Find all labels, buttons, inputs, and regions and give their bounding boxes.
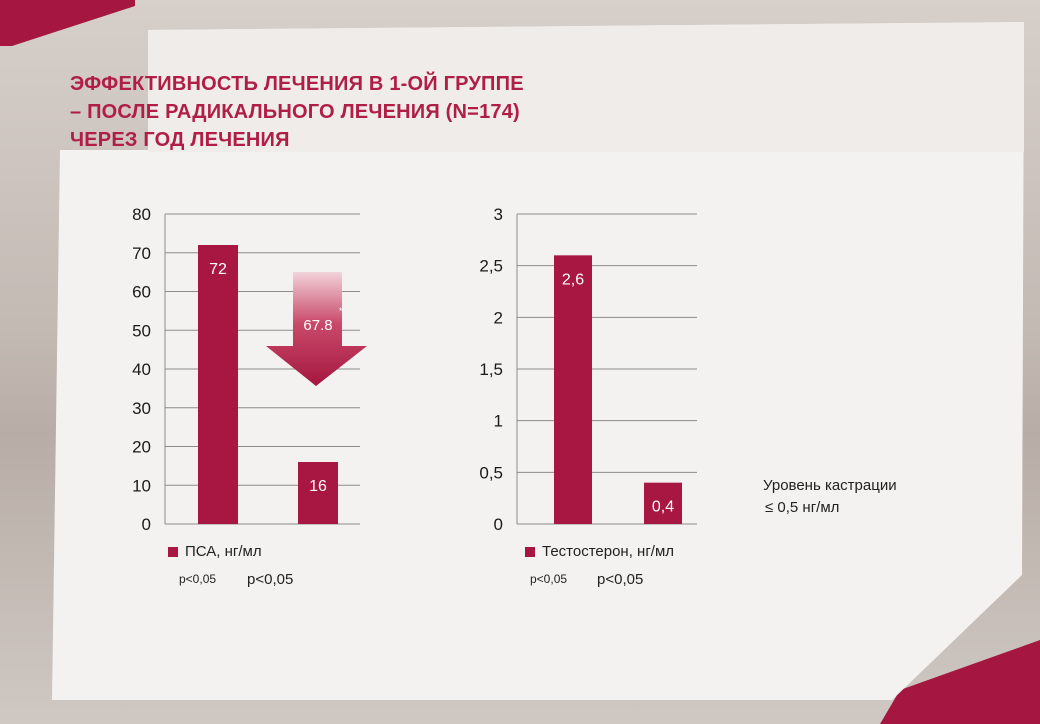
title-line-2: – ПОСЛЕ РАДИКАЛЬНОГО ЛЕЧЕНИЯ (N=174) [70,101,520,123]
psa-y-tick-label: 10 [132,476,151,495]
testosterone-y-tick-label: 0,5 [479,463,503,482]
testosterone-legend-label: Тестостерон, нг/мл [542,543,675,560]
reduction-arrow-label: 67.8 [303,317,332,334]
testosterone-bar [644,482,682,524]
psa-bar-data-label: 72 [209,261,227,278]
top-left-accent [0,0,135,46]
castration-level-note: Уровень кастрации ≤ 0,5 нг/мл [763,475,897,519]
testosterone-bar-data-label: 0,4 [652,499,674,516]
castration-note-line-1: Уровень кастрации [763,477,897,494]
testosterone-y-tick-label: 1 [494,412,503,431]
psa-legend: ПСА, нг/мл [168,543,262,560]
psa-y-tick-label: 30 [132,399,151,418]
testosterone-y-tick-label: 2,5 [479,257,503,276]
bottom-right-accent [880,640,1040,724]
castration-note-line-2: ≤ 0,5 нг/мл [765,499,840,516]
psa-bar [198,245,238,524]
testosterone-y-tick-label: 3 [494,205,503,224]
title-panel-shade [148,22,1024,152]
psa-y-tick-label: 40 [132,360,151,379]
testosterone-bar-data-label: 2,6 [562,271,584,288]
testosterone-y-tick-label: 1,5 [479,360,503,379]
content-panel [52,22,1024,700]
psa-bar-data-label: 16 [309,478,327,495]
psa-y-tick-label: 70 [132,244,151,263]
reduction-arrow-shape [266,272,367,386]
psa-y-tick-label: 20 [132,438,151,457]
testosterone-legend-swatch [525,546,535,557]
psa-legend-swatch [168,546,178,557]
testosterone-bar-chart: 0 0,5 1 1,5 2 2,5 3 2,6 0,4 [479,205,697,534]
psa-p-value: p<0,05 [247,571,294,588]
reduction-arrow-marker: * [339,306,343,316]
psa-y-tick-label: 50 [132,321,151,340]
psa-y-tick-label: 0 [142,515,151,534]
title-line-3: ЧЕРЕЗ ГОД ЛЕЧЕНИЯ [70,129,290,151]
psa-p-value-small: p<0,05 [179,572,217,586]
testosterone-bar [554,255,592,525]
testosterone-y-tick-label: 2 [494,308,503,327]
testosterone-p-value-small: p<0,05 [530,572,568,586]
testosterone-y-tick-label: 0 [494,515,503,534]
testosterone-legend: Тестостерон, нг/мл [525,543,674,560]
testosterone-p-value: p<0,05 [597,571,644,588]
psa-legend-label: ПСА, нг/мл [185,543,262,560]
psa-bar-chart: 0 10 20 30 40 50 60 70 80 72 16 67.8 * [132,205,367,534]
slide-title: ЭФФЕКТИВНОСТЬ ЛЕЧЕНИЯ В 1-ОЙ ГРУППЕ – ПО… [70,70,524,154]
psa-y-tick-label: 60 [132,283,151,302]
psa-y-tick-label: 80 [132,205,151,224]
reduction-arrow: 67.8 * [266,272,367,386]
title-line-1: ЭФФЕКТИВНОСТЬ ЛЕЧЕНИЯ В 1-ОЙ ГРУППЕ [70,73,524,95]
psa-bar [298,462,338,524]
